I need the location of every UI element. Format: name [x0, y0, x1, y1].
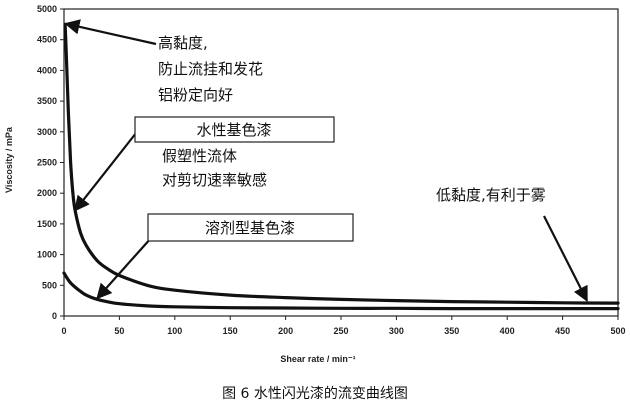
- y-tick-label-9: 4500: [37, 35, 57, 45]
- x-tick-label-5: 250: [333, 326, 348, 336]
- y-tick-label-2: 1000: [37, 250, 57, 260]
- x-tick-label-9: 450: [555, 326, 570, 336]
- annotation-pseudoplastic-line-2: 对剪切速率敏感: [162, 171, 267, 189]
- plot-frame: [63, 8, 619, 317]
- annotation-low-viscosity: 低黏度,有利于雾: [436, 186, 546, 204]
- annotation-high-viscosity-line-2: 防止流挂和发花: [158, 60, 263, 78]
- legend-box-waterborne: [134, 116, 335, 143]
- arrow-low-viscosity: [543, 215, 588, 303]
- y-tick-label-4: 2000: [37, 188, 57, 198]
- annotation-high-viscosity-line-3: 铝粉定向好: [158, 86, 233, 104]
- x-tick-label-8: 400: [500, 326, 515, 336]
- annotation-high-viscosity-line-1: 高黏度,: [158, 34, 208, 52]
- legend-box-solventborne: [147, 213, 354, 242]
- y-tick-label-7: 3500: [37, 96, 57, 106]
- y-axis-title: Viscosity / mPa: [4, 126, 14, 193]
- y-tick-label-10: 5000: [37, 4, 57, 14]
- y-tick-label-5: 2500: [37, 158, 57, 168]
- x-tick-label-0: 0: [61, 326, 66, 336]
- x-tick-label-3: 150: [223, 326, 238, 336]
- y-tick-label-0: 0: [52, 311, 57, 321]
- arrow-high-viscosity: [64, 19, 157, 46]
- series-line-0: [63, 22, 620, 305]
- x-tick-label-10: 500: [610, 326, 625, 336]
- y-tick-label-8: 4000: [37, 65, 57, 75]
- x-axis-title: Shear rate / min⁻¹: [280, 354, 355, 364]
- x-tick-label-1: 50: [114, 326, 124, 336]
- x-tick-label-6: 300: [389, 326, 404, 336]
- legend-label-solventborne: 溶剂型基色漆: [205, 219, 295, 237]
- y-tick-label-3: 1500: [37, 219, 57, 229]
- plot-area: 0500100015002000250030003500400045005000…: [37, 4, 626, 336]
- y-tick-label-6: 3000: [37, 127, 57, 137]
- figure-caption: 图 6 水性闪光漆的流变曲线图: [222, 386, 408, 402]
- arrow-waterborne: [74, 127, 141, 212]
- legend-label-waterborne: 水性基色漆: [196, 121, 271, 139]
- series-line-1: [62, 271, 620, 311]
- annotation-pseudoplastic-line-1: 假塑性流体: [162, 147, 237, 165]
- y-tick-label-1: 500: [42, 280, 57, 290]
- x-tick-label-4: 200: [278, 326, 293, 336]
- x-tick-label-2: 100: [167, 326, 182, 336]
- x-tick-label-7: 350: [444, 326, 459, 336]
